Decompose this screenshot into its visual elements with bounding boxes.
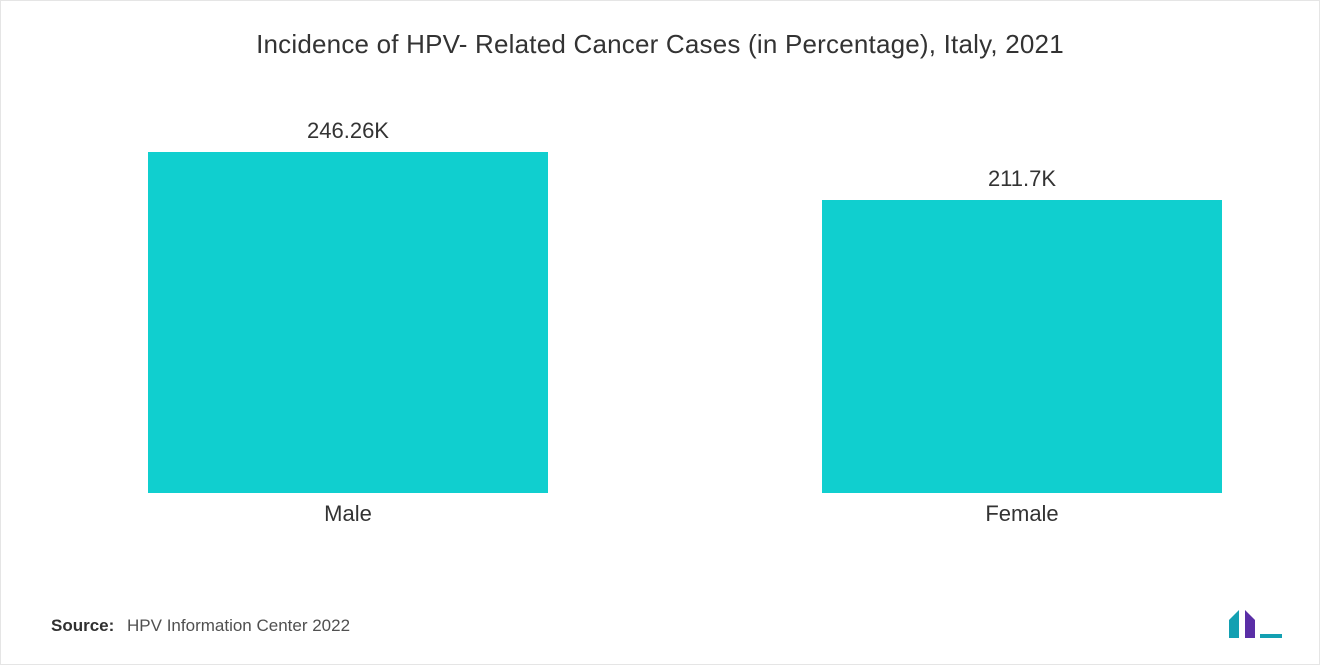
- x-axis-labels: Male Female: [131, 501, 1239, 527]
- chart-title: Incidence of HPV- Related Cancer Cases (…: [1, 1, 1319, 60]
- source-label: Source:: [51, 616, 114, 635]
- bar-male: 246.26K: [148, 152, 548, 493]
- x-label-female: Female: [685, 501, 1239, 527]
- source-text: HPV Information Center 2022: [127, 616, 350, 635]
- bar-female: 211.7K: [822, 200, 1222, 493]
- chart-container: Incidence of HPV- Related Cancer Cases (…: [0, 0, 1320, 665]
- bar-value-female: 211.7K: [822, 166, 1222, 192]
- plot-area: 246.26K 211.7K: [131, 133, 1239, 493]
- source-line: Source: HPV Information Center 2022: [51, 616, 350, 636]
- x-label-male: Male: [131, 501, 685, 527]
- brand-logo-icon: [1227, 604, 1283, 640]
- bar-value-male: 246.26K: [148, 118, 548, 144]
- bar-slot-male: 246.26K: [131, 133, 685, 493]
- bar-slot-female: 211.7K: [685, 133, 1239, 493]
- bars-row: 246.26K 211.7K: [131, 133, 1239, 493]
